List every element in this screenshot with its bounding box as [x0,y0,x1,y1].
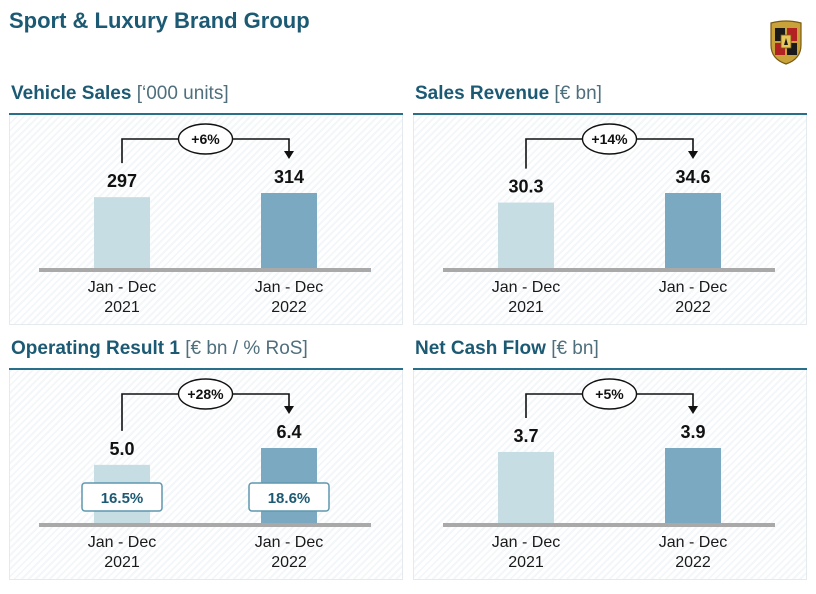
category-label: 2021 [508,299,544,316]
category-label: 2021 [104,554,140,571]
category-label: Jan - Dec [255,279,323,296]
bar-2021 [498,451,554,525]
panel-title: Net Cash Flow [€ bn] [415,338,599,360]
data-label: 30.3 [508,177,543,197]
panel-net-cash-flow: Net Cash Flow [€ bn] 3.7 Jan - Dec 2021 3.9… [413,338,807,594]
delta-arrowhead-icon [284,151,294,159]
bar-2022 [665,193,721,270]
category-label: 2022 [675,554,711,571]
chart-vehicle-sales: 297 Jan - Dec 2021 314 Jan - Dec 2022 +6% [39,123,371,316]
delta-badge [177,378,234,410]
category-label: Jan - Dec [255,534,323,551]
panel-title-unit: [€ bn] [551,338,599,359]
panel-title-footnote: 1 [169,338,180,359]
delta-badge [581,378,638,410]
delta-label: +14% [591,131,628,147]
delta-label: +6% [191,131,220,147]
panel-rule [9,113,403,115]
panel-title-main: Vehicle Sales [11,83,132,104]
brand-crest-icon [770,20,802,65]
category-label: Jan - Dec [492,279,560,296]
category-label: Jan - Dec [659,279,727,296]
panel-vehicle-sales: Vehicle Sales [‘000 units] 297 Jan - Dec 2… [9,83,403,339]
delta-arrowhead-icon [284,406,294,414]
category-label: Jan - Dec [88,279,156,296]
page-title: Sport & Luxury Brand Group [9,8,310,33]
delta-label: +28% [187,386,224,402]
data-label: 6.4 [276,422,301,442]
panel-title-main: Sales Revenue [415,83,550,104]
category-label: 2022 [271,299,307,316]
category-label: Jan - Dec [88,534,156,551]
ros-box [248,482,330,512]
delta-arrowhead-icon [688,151,698,159]
category-label: Jan - Dec [659,534,727,551]
panel-title: Operating Result 1 [€ bn / % RoS] [11,338,308,360]
panel-title-main: Operating Result [11,338,165,359]
panel-sales-revenue: Sales Revenue [€ bn] 30.3 Jan - Dec 2021 34… [413,83,807,339]
bar-2021 [94,197,150,270]
panel-title-unit: [€ bn / % RoS] [185,338,308,359]
category-label: 2021 [104,299,140,316]
chart-net-cash-flow: 3.7 Jan - Dec 2021 3.9 Jan - Dec 2022 +5% [443,378,775,571]
data-label: 5.0 [109,439,134,459]
bar-2022 [261,193,317,270]
panel-title-unit: [‘000 units] [136,83,229,104]
delta-arrowhead-icon [688,406,698,414]
category-label: 2022 [271,554,307,571]
delta-badge [177,123,234,155]
chart-sales-revenue: 30.3 Jan - Dec 2021 34.6 Jan - Dec 2022 +14% [443,123,775,316]
category-label: Jan - Dec [492,534,560,551]
data-label: 3.7 [513,426,538,446]
panel-title-main: Net Cash Flow [415,338,546,359]
delta-badge [581,123,638,155]
delta-label: +5% [595,386,624,402]
ros-label: 16.5% [101,490,144,507]
panel-operating-result: Operating Result 1 [€ bn / % RoS] 5.0 Jan… [9,338,403,594]
bar-2022 [665,448,721,525]
category-label: 2021 [508,554,544,571]
ros-label: 18.6% [268,490,311,507]
panel-rule [413,113,807,115]
panel-title: Sales Revenue [€ bn] [415,83,602,105]
data-label: 3.9 [680,422,705,442]
panel-title-unit: [€ bn] [554,83,602,104]
bar-2021 [498,202,554,270]
data-label: 314 [274,167,304,187]
data-label: 34.6 [675,167,710,187]
panel-rule [9,368,403,370]
category-label: 2022 [675,299,711,316]
panel-title: Vehicle Sales [‘000 units] [11,83,229,105]
chart-operating-result: 5.0 Jan - Dec 2021 6.4 Jan - Dec 2022 +28% 16.5… [39,378,371,571]
panel-rule [413,368,807,370]
data-label: 297 [107,171,137,191]
ros-box [81,482,163,512]
